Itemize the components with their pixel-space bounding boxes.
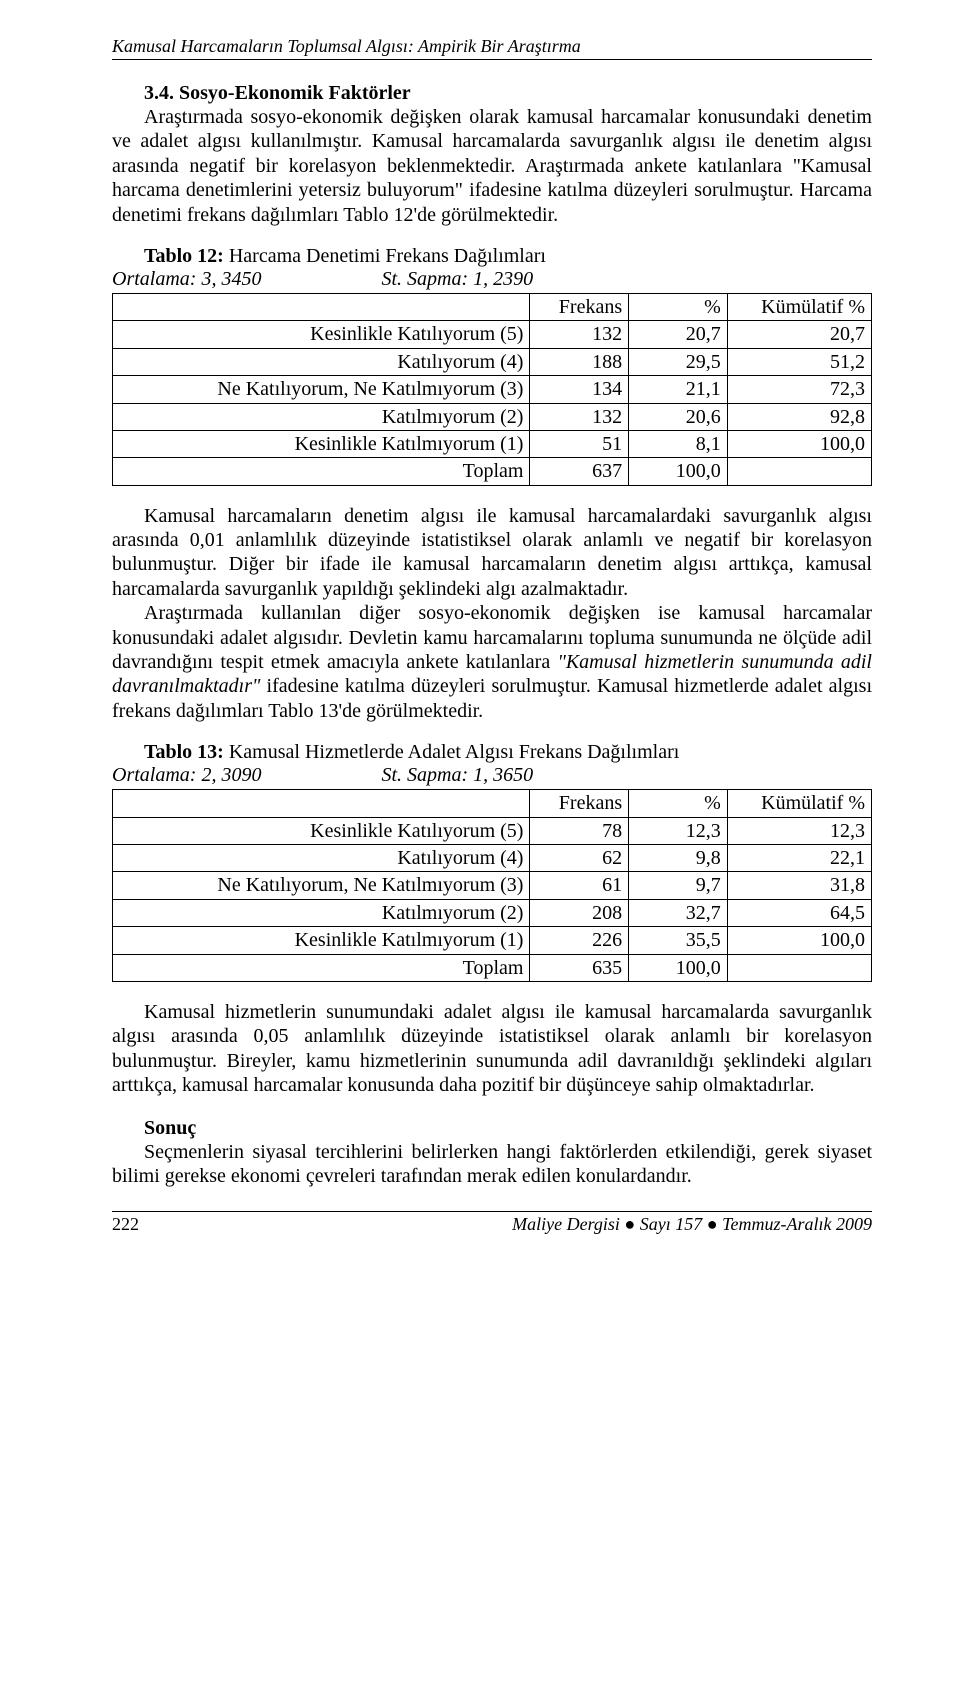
table13-sd: St. Sapma: 1, 3650 (381, 764, 533, 786)
table-row: Kesinlikle Katılıyorum (5)13220,720,7 (113, 321, 872, 348)
table-row: Kesinlikle Katılıyorum (5)7812,312,3 (113, 817, 872, 844)
col-percent: % (629, 790, 728, 817)
table-row: Ne Katılıyorum, Ne Katılmıyorum (3)619,7… (113, 872, 872, 899)
conclusion-paragraph: Seçmenlerin siyasal tercihlerini belirle… (112, 1140, 872, 1189)
conclusion-heading: Sonuç (112, 1116, 872, 1140)
table12-subtitle: Ortalama: 3, 3450 St. Sapma: 1, 2390 (112, 268, 872, 291)
table12: Frekans % Kümülatif % Kesinlikle Katılıy… (112, 293, 872, 486)
page-number: 222 (112, 1214, 139, 1235)
table13-title-bold: Tablo 13: (144, 741, 224, 763)
table13-subtitle: Ortalama: 2, 3090 St. Sapma: 1, 3650 (112, 764, 872, 787)
journal-info: Maliye Dergisi ● Sayı 157 ● Temmuz-Aralı… (512, 1214, 872, 1235)
after-paragraph: Kamusal hizmetlerin sunumundaki adalet a… (112, 1000, 872, 1098)
table13-title: Tablo 13: Kamusal Hizmetlerde Adalet Alg… (112, 741, 872, 764)
table-row: Katılıyorum (4)629,822,1 (113, 844, 872, 871)
table-header-row: Frekans % Kümülatif % (113, 293, 872, 320)
table12-sd: St. Sapma: 1, 2390 (381, 268, 533, 290)
mid-paragraph-1: Kamusal harcamaların denetim algısı ile … (112, 504, 872, 602)
mid-paragraph-2: Araştırmada kullanılan diğer sosyo-ekono… (112, 601, 872, 723)
table-row-total: Toplam637100,0 (113, 458, 872, 485)
table-row: Ne Katılıyorum, Ne Katılmıyorum (3)13421… (113, 376, 872, 403)
col-cumulative: Kümülatif % (727, 790, 871, 817)
col-cumulative: Kümülatif % (727, 293, 871, 320)
table-row: Katılıyorum (4)18829,551,2 (113, 348, 872, 375)
page-footer: 222 Maliye Dergisi ● Sayı 157 ● Temmuz-A… (112, 1211, 872, 1235)
running-header: Kamusal Harcamaların Toplumsal Algısı: A… (112, 36, 872, 60)
table-row: Kesinlikle Katılmıyorum (1)22635,5100,0 (113, 927, 872, 954)
table12-title-rest: Harcama Denetimi Frekans Dağılımları (224, 245, 546, 267)
section-heading: 3.4. Sosyo-Ekonomik Faktörler (112, 82, 872, 105)
table-row: Katılmıyorum (2)20832,764,5 (113, 899, 872, 926)
table12-title: Tablo 12: Harcama Denetimi Frekans Dağıl… (112, 245, 872, 268)
intro-paragraph: Araştırmada sosyo-ekonomik değişken olar… (112, 105, 872, 227)
col-frekans: Frekans (530, 790, 629, 817)
col-frekans: Frekans (530, 293, 629, 320)
table13-title-rest: Kamusal Hizmetlerde Adalet Algısı Frekan… (224, 741, 679, 763)
table12-title-bold: Tablo 12: (144, 245, 224, 267)
table-row: Kesinlikle Katılmıyorum (1)518,1100,0 (113, 430, 872, 457)
col-percent: % (629, 293, 728, 320)
table13: Frekans % Kümülatif % Kesinlikle Katılıy… (112, 789, 872, 982)
table-header-row: Frekans % Kümülatif % (113, 790, 872, 817)
table12-mean: Ortalama: 3, 3450 (112, 268, 261, 290)
table-row: Katılmıyorum (2)13220,692,8 (113, 403, 872, 430)
table13-mean: Ortalama: 2, 3090 (112, 764, 261, 786)
table-row-total: Toplam635100,0 (113, 954, 872, 981)
